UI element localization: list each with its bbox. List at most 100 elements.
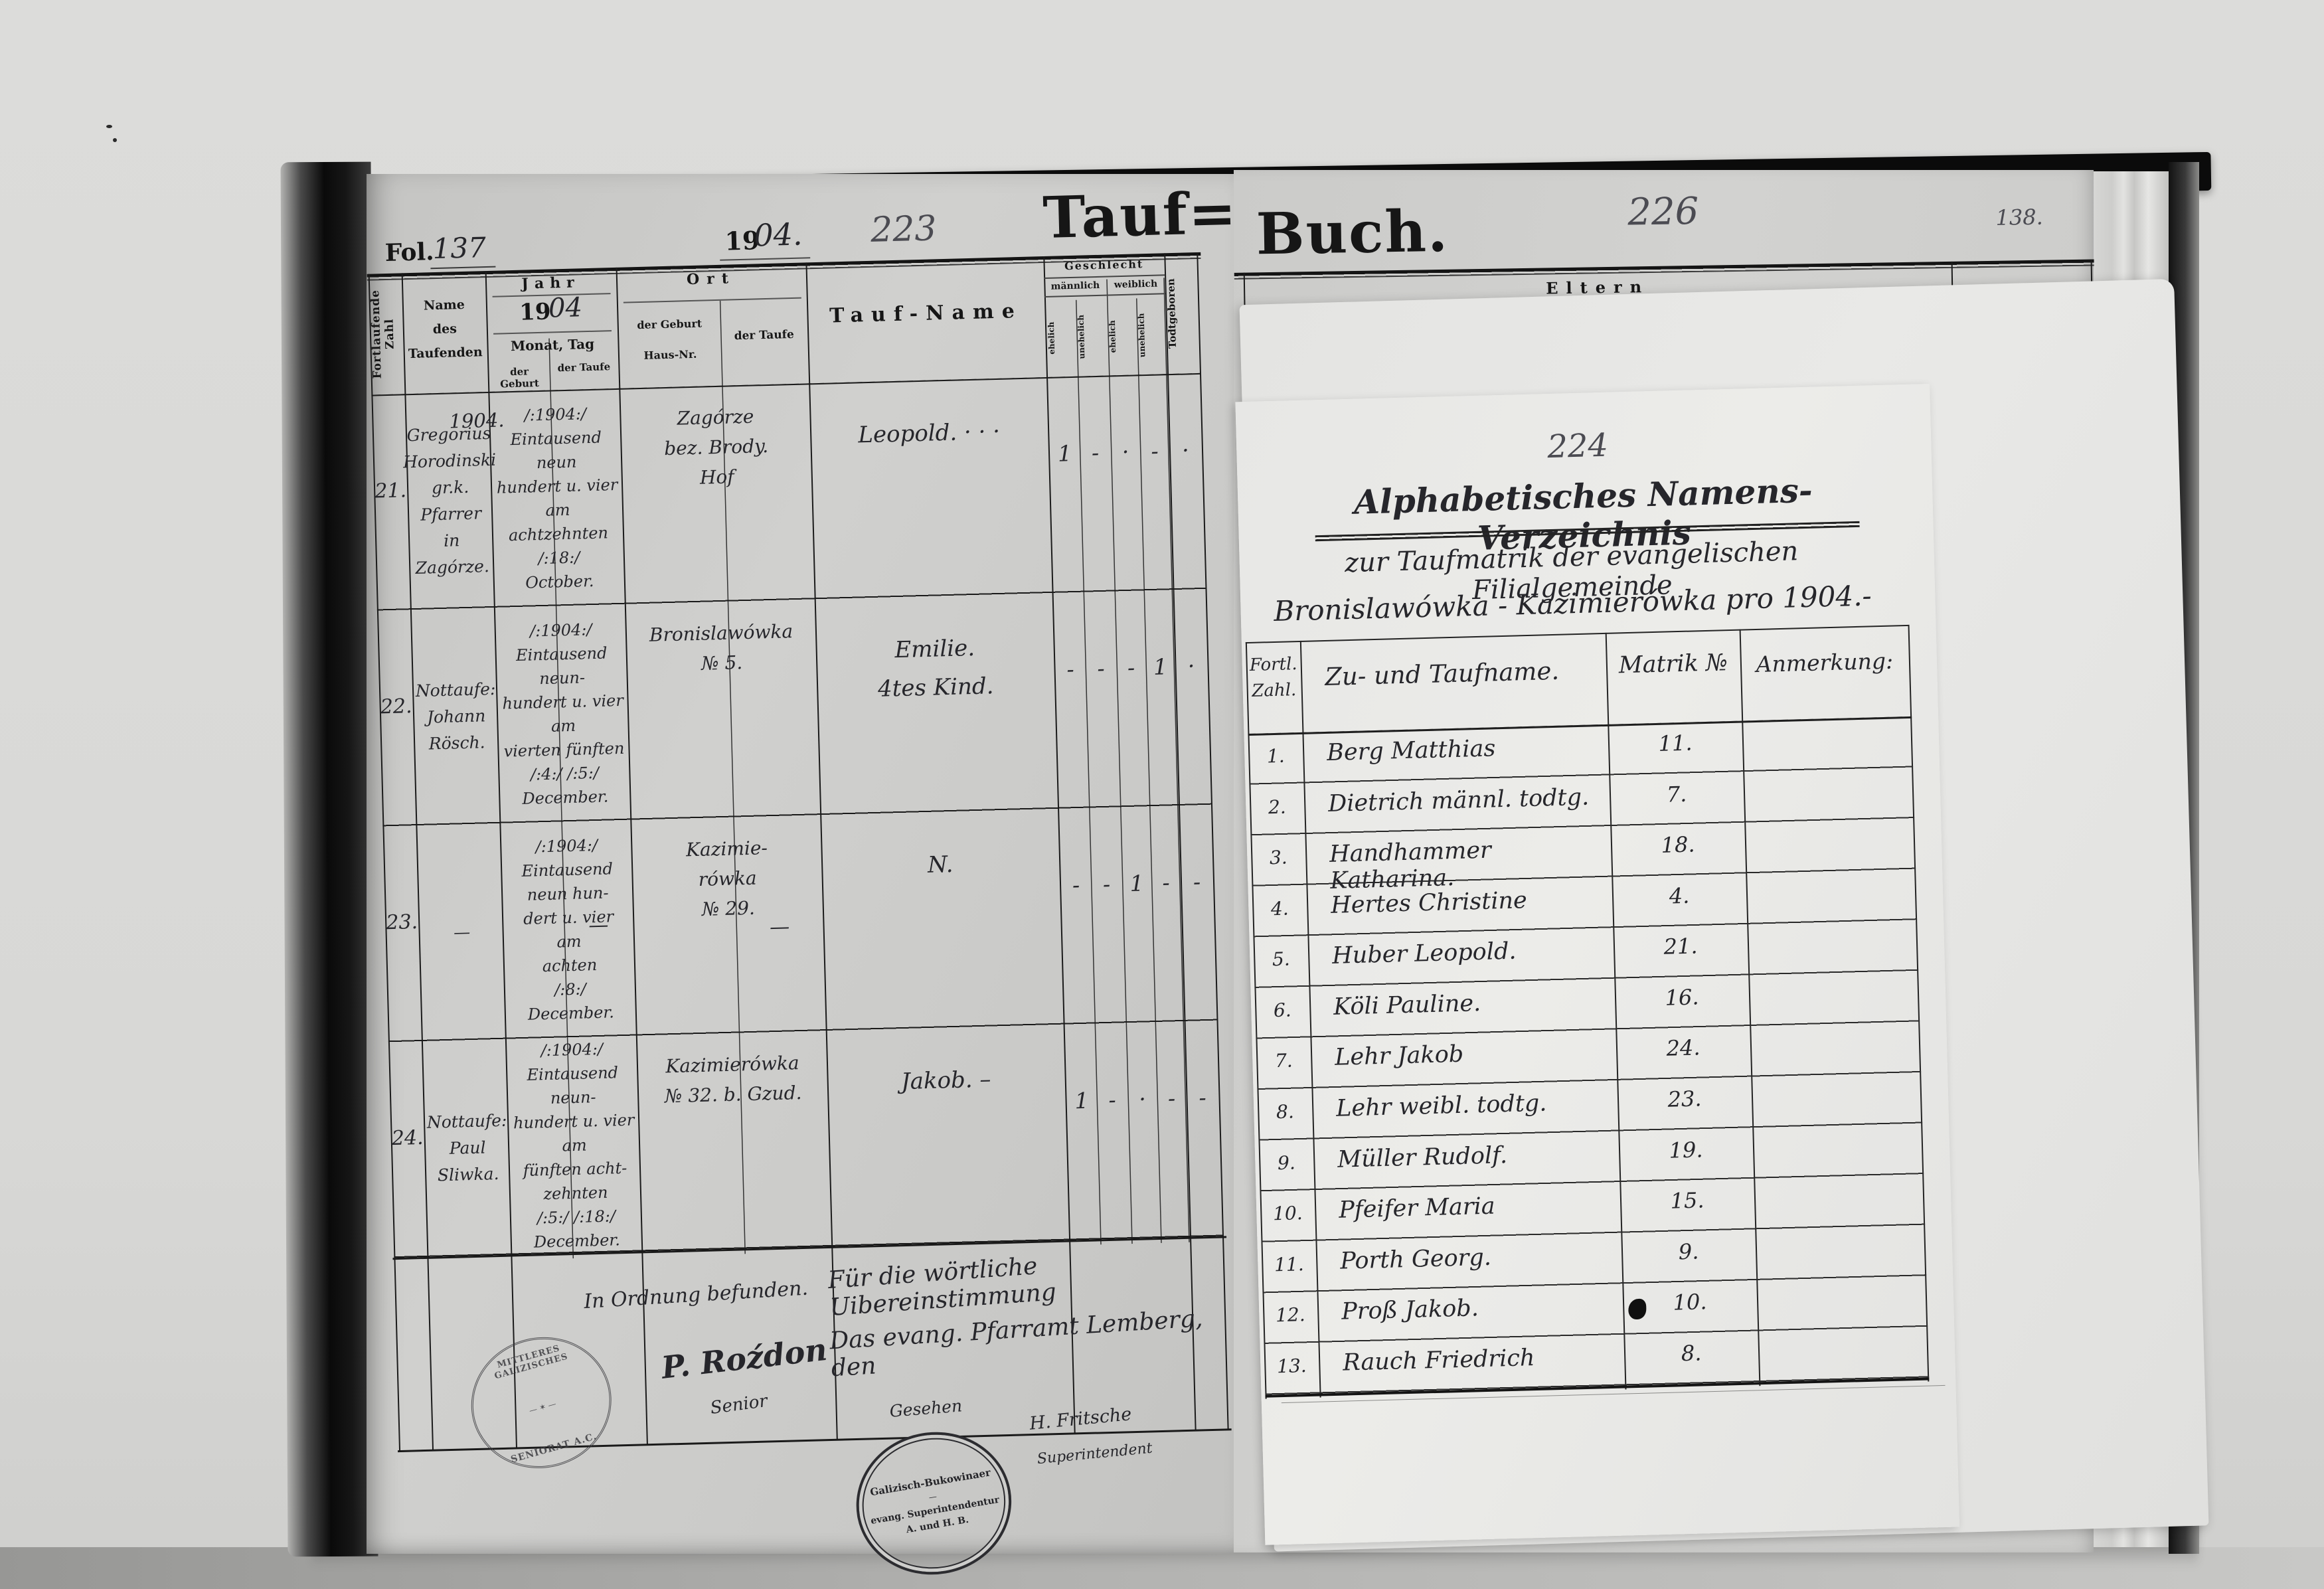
baptism-name: Jakob. – [900, 1066, 991, 1096]
jahr-year-written: 04 [548, 292, 583, 324]
index-nr: 3. [1269, 846, 1288, 869]
row-number: 24. [391, 1126, 424, 1151]
mark-todtgeboren: · [1181, 437, 1190, 463]
index-matrik: 11. [1658, 730, 1693, 756]
place-entry: Kazimierówka № 32. b. Gzud. [664, 1052, 802, 1108]
col-header-serial: Fortlaufende Zahl [369, 289, 397, 379]
baptism-name: N. [927, 851, 954, 878]
col-header-jahr: Jahr [521, 274, 581, 293]
col-header-ort-geburt: der Geburt [637, 317, 703, 332]
year-written: 04. [753, 216, 803, 254]
index-matrik: 9. [1678, 1238, 1699, 1265]
index-nr: 10. [1272, 1202, 1303, 1225]
mark-w-ehelich: · [1121, 438, 1129, 465]
taufe-date-dash: — [588, 913, 609, 938]
index-col-anmerkung: Anmerkung: [1756, 647, 1894, 677]
index-matrik: 21. [1663, 933, 1698, 960]
baptizer-name: Nottaufe: Paul Sliwka. [426, 1110, 507, 1185]
mark-w-ehelich: - [1127, 654, 1135, 681]
pencil-page-number: 224 [1546, 426, 1609, 466]
index-name: Porth Georg. [1339, 1244, 1492, 1275]
index-insert-sheet: 224 Alphabetisches Namens-Verzeichnis zu… [1235, 384, 1960, 1545]
index-name: Pfeifer Maria [1338, 1193, 1496, 1224]
mark-w-ehelich: · [1138, 1086, 1147, 1112]
index-matrik: 16. [1665, 984, 1699, 1011]
mark-m-ehelich: - [1072, 871, 1080, 898]
col-header-maennlich: männlich [1050, 280, 1100, 292]
year-underline [720, 257, 811, 261]
mark-m-ehelich: 1 [1057, 440, 1072, 467]
index-name: Rauch Friedrich [1342, 1345, 1535, 1377]
mark-m-unehelich: - [1096, 655, 1106, 682]
baptizer-name: — [453, 922, 471, 942]
place-entry: Kazimie- rówka № 29. [685, 837, 768, 920]
dust-speck [106, 125, 112, 128]
index-name: Müller Rudolf. [1337, 1142, 1508, 1173]
mark-m-unehelich: - [1108, 1086, 1117, 1113]
mark-w-unehelich: - [1150, 438, 1159, 464]
index-name: Hertes Christine [1330, 887, 1528, 919]
col-header-ort-taufe: der Taufe [734, 327, 795, 343]
baptism-name: Leopold. · · · [857, 418, 1001, 449]
mark-w-unehelich: 1 [1153, 653, 1168, 680]
index-name: Dietrich männl. todtg. [1327, 784, 1590, 817]
row-number: 22. [380, 695, 413, 719]
index-nr: 5. [1272, 948, 1291, 971]
col-header-w-unehelich: unehelich [1136, 313, 1147, 358]
col-header-weiblich: weiblich [1114, 278, 1158, 291]
left-page-content: Fol. 137 19 04. 223 Tauf= Fortlaufende Z… [365, 173, 1268, 1586]
index-matrik: 8. [1681, 1340, 1702, 1367]
book-title-left-half: Tauf= [1042, 179, 1239, 252]
book-spine [280, 161, 378, 1557]
superintendent-signature-title: Superintendent [1036, 1440, 1153, 1468]
index-name: Proß Jakob. [1341, 1295, 1479, 1325]
index-col-nr: Fortl. Zahl. [1249, 654, 1297, 701]
baptizer-name: Nottaufe: Johann Rösch. [415, 679, 496, 754]
col-header-w-ehelich: ehelich [1107, 319, 1118, 353]
mark-m-ehelich: 1 [1074, 1087, 1090, 1114]
col-header-geburt: der Geburt [500, 365, 540, 390]
mark-w-unehelich: - [1161, 869, 1171, 896]
baptism-name: Emilie. 4tes Kind. [877, 634, 994, 703]
col-header-m-unehelich: unehelich [1076, 315, 1087, 360]
mark-todtgeboren: - [1193, 869, 1201, 895]
index-nr: 12. [1275, 1303, 1306, 1327]
index-nr: 2. [1268, 795, 1287, 819]
folio-number: 138. [1995, 204, 2044, 230]
index-matrik: 24. [1666, 1035, 1701, 1061]
mark-todtgeboren: · [1187, 653, 1195, 679]
mark-w-ehelich: 1 [1129, 870, 1145, 896]
date-entry: /:1904:/ Eintausend neun- hundert u. vie… [513, 1039, 635, 1252]
place-entry: Zagórze bez. Brody. Hof [663, 405, 769, 489]
baptizer-name: Gregorius Horodinski gr.k. Pfarrer in Za… [402, 423, 497, 578]
left-page: Fol. 137 19 04. 223 Tauf= Fortlaufende Z… [367, 174, 1238, 1586]
row-number: 23. [385, 910, 418, 935]
date-entry: /:1904:/ Eintausend neun- hundert u. vie… [502, 620, 625, 808]
index-nr: 1. [1266, 744, 1286, 768]
index-col-matrik: Matrik № [1618, 649, 1728, 679]
index-name: Berg Matthias [1326, 735, 1496, 766]
index-nr: 8. [1276, 1100, 1295, 1124]
stamp-ornament: — ✶ — [528, 1398, 558, 1416]
register-row-21: 21. 1904. Gregorius Horodinski gr.k. Pfa… [370, 373, 1209, 611]
taufe-place-dash: — [769, 915, 790, 940]
index-matrik: 23. [1667, 1086, 1702, 1112]
col-header-name: Name des Taufenden [408, 297, 483, 362]
col-header-todtgeboren: Todtgeboren [1165, 278, 1179, 349]
index-matrik: 19. [1669, 1137, 1704, 1163]
index-nr: 11. [1274, 1253, 1305, 1276]
mark-m-ehelich: - [1066, 656, 1075, 683]
index-nr: 9. [1277, 1151, 1296, 1175]
mark-todtgeboren: - [1198, 1084, 1207, 1111]
index-matrik: 7. [1666, 781, 1687, 807]
date-entry: /:1904:/ Eintausend neun hundert u. vier… [496, 404, 618, 592]
fol-label: Fol. [384, 238, 435, 267]
index-matrik: 4. [1669, 882, 1690, 909]
index-name: Köli Pauline. [1333, 990, 1481, 1021]
mark-m-unehelich: - [1091, 439, 1100, 466]
index-name: Huber Leopold. [1331, 938, 1517, 969]
mark-w-unehelich: - [1167, 1085, 1176, 1112]
index-nr: 7. [1274, 1049, 1293, 1072]
register-row-23: 23. — /:1904:/ Eintausend neun hun- dert… [381, 805, 1220, 1043]
